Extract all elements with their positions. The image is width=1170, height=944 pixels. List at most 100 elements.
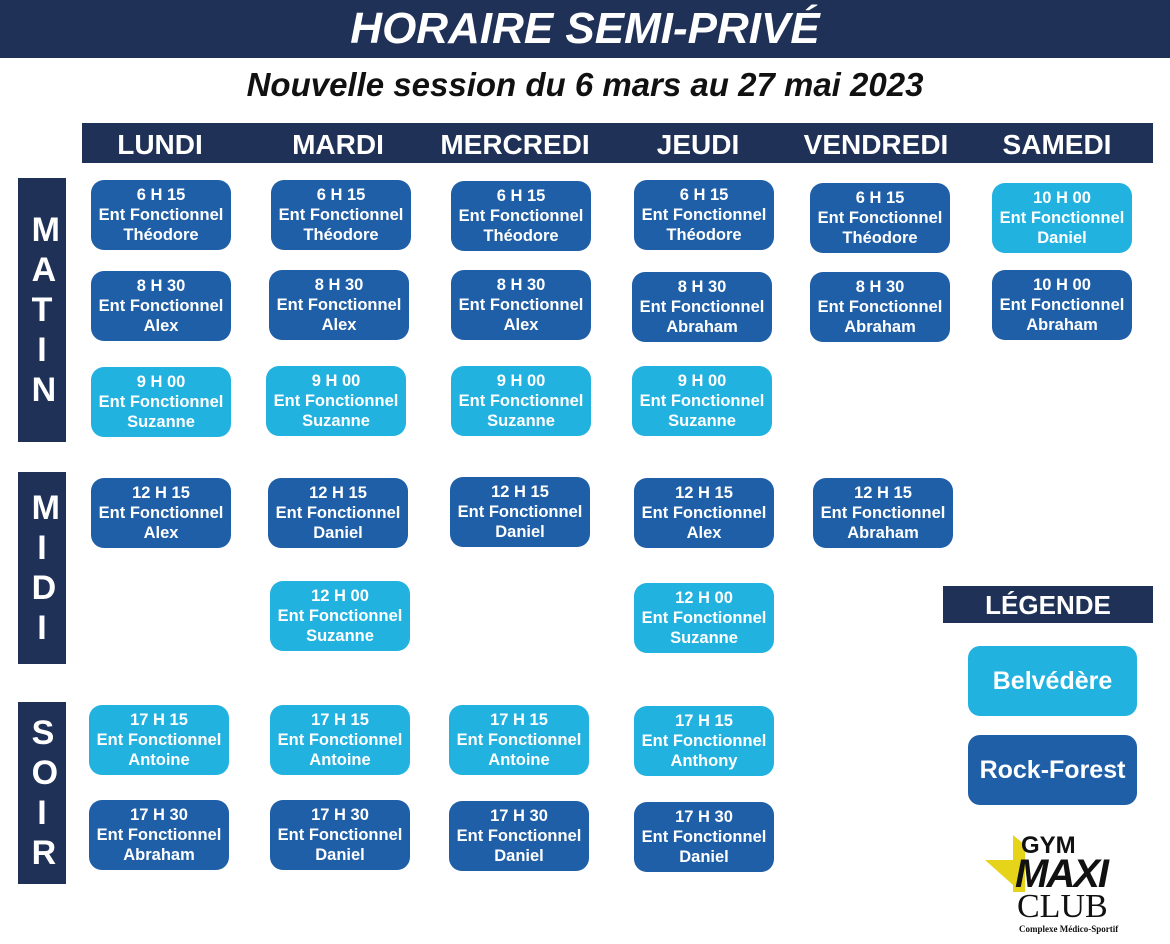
class-coach: Daniel <box>313 524 363 542</box>
legend-title: LÉGENDE <box>943 586 1153 623</box>
class-time: 17 H 30 <box>490 807 548 825</box>
class-coach: Suzanne <box>668 412 736 430</box>
class-time: 17 H 30 <box>130 806 188 824</box>
class-course: Ent Fonctionnel <box>457 503 583 521</box>
class-coach: Daniel <box>495 523 545 541</box>
day-vendredi: VENDREDI <box>803 129 949 160</box>
legend-belvedere: Belvédère <box>968 646 1137 716</box>
class-slot: 8 H 30 Ent Fonctionnel Alex <box>451 270 591 340</box>
class-coach: Alex <box>321 316 357 334</box>
legend-rock-forest: Rock-Forest <box>968 735 1137 805</box>
class-time: 12 H 15 <box>675 484 733 502</box>
class-course: Ent Fonctionnel <box>458 207 584 225</box>
class-coach: Suzanne <box>670 629 738 647</box>
class-coach: Suzanne <box>127 413 195 431</box>
class-slot: 10 H 00 Ent Fonctionnel Abraham <box>992 270 1132 340</box>
class-course: Ent Fonctionnel <box>277 731 403 749</box>
class-slot: 6 H 15 Ent Fonctionnel Théodore <box>634 180 774 250</box>
class-course: Ent Fonctionnel <box>639 392 765 410</box>
class-time: 12 H 15 <box>491 483 549 501</box>
class-slot: 6 H 15 Ent Fonctionnel Théodore <box>810 183 950 253</box>
class-coach: Abraham <box>844 318 916 336</box>
class-course: Ent Fonctionnel <box>98 504 224 522</box>
day-jeudi: JEUDI <box>656 129 740 160</box>
period-label: MIDI <box>31 489 60 647</box>
class-coach: Théodore <box>842 229 918 247</box>
class-coach: Daniel <box>679 848 729 866</box>
class-course: Ent Fonctionnel <box>276 296 402 314</box>
class-course: Ent Fonctionnel <box>999 296 1125 314</box>
class-time: 8 H 30 <box>314 276 364 294</box>
class-coach: Alex <box>143 317 179 335</box>
class-course: Ent Fonctionnel <box>999 209 1125 227</box>
class-coach: Abraham <box>666 318 738 336</box>
class-course: Ent Fonctionnel <box>277 607 403 625</box>
day-mardi: MARDI <box>292 129 384 160</box>
class-time: 6 H 15 <box>679 186 729 204</box>
class-time: 6 H 15 <box>496 187 546 205</box>
day-mercredi: MERCREDI <box>440 129 590 160</box>
class-slot: 12 H 00 Ent Fonctionnel Suzanne <box>634 583 774 653</box>
period-label: MATIN <box>31 211 60 409</box>
class-course: Ent Fonctionnel <box>641 609 767 627</box>
class-coach: Suzanne <box>302 412 370 430</box>
class-slot: 8 H 30 Ent Fonctionnel Abraham <box>810 272 950 342</box>
class-time: 10 H 00 <box>1033 276 1091 294</box>
period-label: SOIR <box>31 714 59 872</box>
class-coach: Suzanne <box>306 627 374 645</box>
class-slot: 12 H 15 Ent Fonctionnel Alex <box>91 478 231 548</box>
class-time: 9 H 00 <box>136 373 186 391</box>
period-matin: MATIN <box>18 178 66 442</box>
class-slot: 8 H 30 Ent Fonctionnel Alex <box>269 270 409 340</box>
class-slot: 17 H 30 Ent Fonctionnel Daniel <box>270 800 410 870</box>
class-course: Ent Fonctionnel <box>456 827 582 845</box>
class-slot: 9 H 00 Ent Fonctionnel Suzanne <box>451 366 591 436</box>
class-coach: Théodore <box>666 226 742 244</box>
class-time: 10 H 00 <box>1033 189 1091 207</box>
class-time: 12 H 15 <box>854 484 912 502</box>
class-slot: 8 H 30 Ent Fonctionnel Alex <box>91 271 231 341</box>
class-time: 9 H 00 <box>677 372 727 390</box>
class-time: 8 H 30 <box>136 277 186 295</box>
class-slot: 6 H 15 Ent Fonctionnel Théodore <box>91 180 231 250</box>
class-coach: Alex <box>503 316 539 334</box>
class-course: Ent Fonctionnel <box>641 828 767 846</box>
class-course: Ent Fonctionnel <box>639 298 765 316</box>
class-slot: 17 H 15 Ent Fonctionnel Antoine <box>270 705 410 775</box>
class-time: 6 H 15 <box>855 189 905 207</box>
class-slot: 9 H 00 Ent Fonctionnel Suzanne <box>91 367 231 437</box>
class-time: 17 H 15 <box>490 711 548 729</box>
class-coach: Alex <box>686 524 722 542</box>
class-slot: 9 H 00 Ent Fonctionnel Suzanne <box>266 366 406 436</box>
class-coach: Antoine <box>309 751 371 769</box>
class-time: 8 H 30 <box>855 278 905 296</box>
class-course: Ent Fonctionnel <box>278 206 404 224</box>
class-slot: 17 H 30 Ent Fonctionnel Abraham <box>89 800 229 870</box>
gym-maxi-club-logo: GYM MAXI CLUB Complexe Médico-Sportif <box>985 830 1145 940</box>
period-midi: MIDI <box>18 472 66 664</box>
class-time: 8 H 30 <box>677 278 727 296</box>
class-time: 17 H 30 <box>311 806 369 824</box>
class-slot: 8 H 30 Ent Fonctionnel Abraham <box>632 272 772 342</box>
class-time: 17 H 30 <box>675 808 733 826</box>
logo-gym: GYM <box>1021 832 1076 859</box>
class-slot: 6 H 15 Ent Fonctionnel Théodore <box>451 181 591 251</box>
class-time: 12 H 00 <box>675 589 733 607</box>
class-time: 12 H 15 <box>309 484 367 502</box>
class-course: Ent Fonctionnel <box>458 392 584 410</box>
class-course: Ent Fonctionnel <box>275 504 401 522</box>
class-slot: 12 H 15 Ent Fonctionnel Daniel <box>268 478 408 548</box>
class-slot: 12 H 15 Ent Fonctionnel Abraham <box>813 478 953 548</box>
class-course: Ent Fonctionnel <box>456 731 582 749</box>
class-slot: 12 H 15 Ent Fonctionnel Daniel <box>450 477 590 547</box>
class-coach: Abraham <box>847 524 919 542</box>
class-time: 12 H 15 <box>132 484 190 502</box>
class-time: 12 H 00 <box>311 587 369 605</box>
class-coach: Antoine <box>488 751 550 769</box>
class-coach: Théodore <box>483 227 559 245</box>
class-slot: 10 H 00 Ent Fonctionnel Daniel <box>992 183 1132 253</box>
class-course: Ent Fonctionnel <box>277 826 403 844</box>
logo-star-icon <box>985 835 1025 892</box>
class-time: 9 H 00 <box>496 372 546 390</box>
